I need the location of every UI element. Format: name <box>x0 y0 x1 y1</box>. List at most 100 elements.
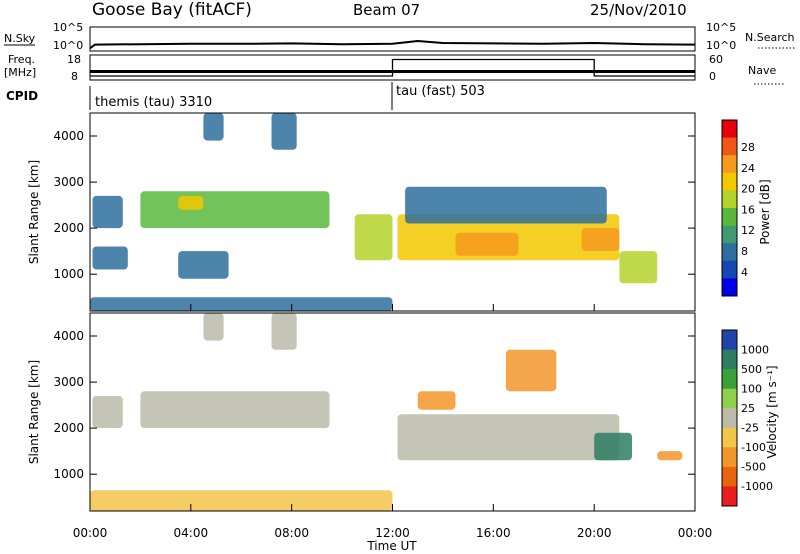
velocity-panel: 1000 2000 3000 4000 Slant Range [km] 1000 50… <box>27 312 779 512</box>
velocity-data-layer <box>90 313 683 511</box>
power-ytick-label-3: 4000 <box>53 129 84 143</box>
velocity-colorbar-tick-5: -100 <box>741 441 766 454</box>
x-tick-label-4: 16:00 <box>476 526 511 540</box>
velocity-colorbar-swatch-2 <box>722 369 737 390</box>
power-ytick-label-1: 2000 <box>53 221 84 235</box>
noise-panel-frame <box>89 26 696 52</box>
power-data-layer <box>90 113 658 311</box>
velocity-colorbar-tick-2: 100 <box>741 383 762 396</box>
velocity-y-ticks: 1000 2000 3000 4000 <box>53 329 695 481</box>
power-colorbar-swatch-7 <box>722 243 737 262</box>
noise-right-tick-bottom: 10^0 <box>706 39 736 52</box>
noise-right-tick-top: 10^5 <box>706 21 736 34</box>
x-axis-label: Time UT <box>366 539 417 553</box>
velocity-region-2 <box>140 391 330 429</box>
power-colorbar-tick-5: 8 <box>741 245 748 258</box>
velocity-region-4 <box>271 313 297 350</box>
velocity-region-9 <box>657 451 683 461</box>
velocity-ytick-label-2: 3000 <box>53 375 84 389</box>
cpid-strip: CPID themis (tau) 3310 tau (fast) 503 <box>6 82 485 110</box>
power-region-2 <box>140 191 330 229</box>
velocity-colorbar-swatch-1 <box>722 349 737 370</box>
noise-right-label: N.Search <box>745 31 795 44</box>
x-tick-label-6: 00:00 <box>678 526 713 540</box>
velocity-region-5 <box>397 414 620 461</box>
velocity-colorbar-tick-1: 500 <box>741 363 762 376</box>
velocity-region-7 <box>505 349 557 392</box>
freq-tick-bottom: 8 <box>71 70 78 83</box>
power-colorbar-tick-4: 12 <box>741 224 755 237</box>
velocity-region-6 <box>417 391 456 410</box>
velocity-colorbar: 1000 500 100 25 -25 -100 -500 -1000 <box>721 329 773 507</box>
power-colorbar-frame <box>721 119 738 297</box>
power-colorbar-swatch-2 <box>722 155 737 174</box>
power-region-0 <box>90 297 393 311</box>
frequency-panel: Freq. [MHz] 18 8 60 0 Nave <box>4 53 784 85</box>
power-region-4 <box>203 113 224 141</box>
power-region-10 <box>455 232 519 256</box>
power-colorbar-swatch-4 <box>722 190 737 209</box>
power-colorbar-swatch-8 <box>722 260 737 279</box>
velocity-colorbar-swatch-8 <box>722 486 737 507</box>
velocity-region-3 <box>203 313 224 341</box>
power-colorbar-swatch-6 <box>722 225 737 244</box>
velocity-colorbar-swatch-3 <box>722 388 737 409</box>
x-tick-label-1: 04:00 <box>174 526 209 540</box>
velocity-colorbar-tick-7: -1000 <box>741 480 773 493</box>
velocity-colorbar-tick-3: 25 <box>741 402 755 415</box>
power-region-6 <box>92 246 128 270</box>
velocity-colorbar-swatch-0 <box>722 330 737 351</box>
velocity-colorbar-tick-0: 1000 <box>741 344 769 357</box>
power-region-8 <box>354 214 393 261</box>
power-region-1 <box>92 195 123 229</box>
power-region-12 <box>405 186 607 224</box>
noise-left-label: N.Sky <box>4 32 36 45</box>
power-colorbar-tick-2: 20 <box>741 183 755 196</box>
power-region-11 <box>581 228 620 252</box>
date-title: 25/Nov/2010 <box>590 1 687 19</box>
x-tick-label-3: 12:00 <box>375 526 410 540</box>
noise-left-tick-bottom: 10^0 <box>53 39 83 52</box>
x-tick-label-5: 20:00 <box>577 526 612 540</box>
velocity-colorbar-swatch-4 <box>722 408 737 429</box>
velocity-colorbar-frame <box>721 329 738 507</box>
power-colorbar-swatch-5 <box>722 208 737 227</box>
nave-series-line <box>90 58 695 77</box>
power-colorbar-swatch-9 <box>722 278 737 297</box>
power-colorbar-swatch-3 <box>722 172 737 191</box>
power-colorbar-swatch-1 <box>722 137 737 156</box>
velocity-ytick-label-0: 1000 <box>53 467 84 481</box>
velocity-colorbar-tick-6: -500 <box>741 461 766 474</box>
power-colorbar-tick-1: 24 <box>741 162 755 175</box>
power-colorbar-label: Power [dB] <box>758 179 772 244</box>
velocity-colorbar-tick-4: -25 <box>741 422 759 435</box>
velocity-colorbar-label: Velocity [m s⁻¹] <box>765 365 779 458</box>
velocity-y-axis-label: Slant Range [km] <box>27 360 41 464</box>
power-ytick-label-0: 1000 <box>53 267 84 281</box>
power-y-axis-label: Slant Range [km] <box>27 160 41 264</box>
x-axis-ticks: 00:00 04:00 08:00 12:00 16:00 20:00 00:00 <box>73 304 713 540</box>
power-region-5 <box>271 113 297 150</box>
power-region-7 <box>178 251 229 279</box>
power-colorbar-tick-0: 28 <box>741 141 755 154</box>
noise-panel: N.Sky 10^5 10^0 10^5 10^0 N.Search <box>4 21 796 52</box>
beam-title: Beam 07 <box>353 1 420 19</box>
power-colorbar: 28 24 20 16 12 8 4 <box>721 119 755 297</box>
station-title: Goose Bay (fitACF) <box>92 0 252 20</box>
velocity-region-0 <box>90 490 393 511</box>
nave-label: Nave <box>748 64 776 77</box>
frequency-panel-frame <box>89 54 696 81</box>
freq-label-line2: [MHz] <box>4 66 36 79</box>
freq-label-line1: Freq. <box>8 53 35 66</box>
cpid-label: CPID <box>6 89 38 103</box>
n-sky-series-line <box>89 39 696 50</box>
power-region-3 <box>178 195 204 210</box>
x-tick-label-0: 00:00 <box>73 526 108 540</box>
power-ytick-label-2: 3000 <box>53 175 84 189</box>
power-region-13 <box>619 251 658 284</box>
velocity-region-8 <box>594 432 632 461</box>
power-colorbar-tick-3: 16 <box>741 203 755 216</box>
cpid-segment-2-label: tau (fast) 503 <box>396 84 485 99</box>
cpid-segment-1-label: themis (tau) 3310 <box>95 95 212 110</box>
